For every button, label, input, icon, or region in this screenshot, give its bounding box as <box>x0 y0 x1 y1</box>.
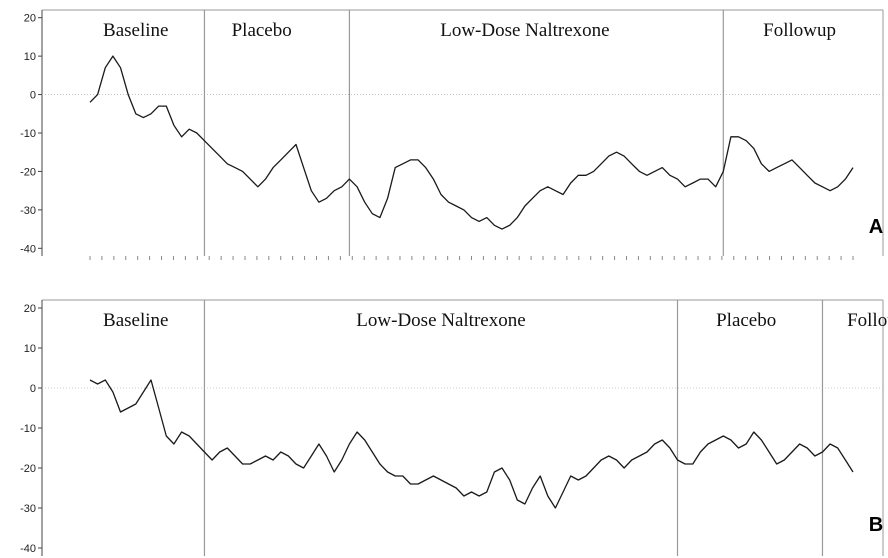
phase-label: Low-Dose Naltrexone <box>356 310 525 331</box>
y-tick-label: 10 <box>24 343 36 355</box>
phase-label: Baseline <box>103 20 168 41</box>
y-tick-label: 20 <box>24 303 36 315</box>
phase-label: Followup <box>763 20 836 41</box>
y-tick-label: -30 <box>20 205 36 217</box>
series-line <box>89 379 854 509</box>
y-tick-label: 10 <box>24 51 36 63</box>
y-tick-label: -20 <box>20 166 36 178</box>
panel-letter: A <box>869 216 883 238</box>
panel-a: 20 10 0 -10 -20 -30 -40 Baseline Placebo Low-Dose… <box>20 9 884 260</box>
y-tick-label: -10 <box>20 128 36 140</box>
panel-letter: B <box>869 514 883 536</box>
phase-label: Low-Dose Naltrexone <box>440 20 609 41</box>
panel-b: 20 10 0 -10 -20 -30 -40 Baseline Low-Dose Naltre… <box>20 299 888 556</box>
y-tick-label: -10 <box>20 423 36 435</box>
y-tick-label: -40 <box>20 243 36 255</box>
y-tick-label: 20 <box>24 13 36 25</box>
y-tick-label: 0 <box>30 383 36 395</box>
y-tick-label: 0 <box>30 90 36 102</box>
series-line <box>89 55 854 230</box>
phase-label: Placebo <box>716 310 776 331</box>
y-tick-label: -40 <box>20 543 36 555</box>
phase-label: Baseline <box>103 310 168 331</box>
phase-label: Followup <box>847 310 888 331</box>
phase-label: Placebo <box>232 20 292 41</box>
y-tick-label: -30 <box>20 503 36 515</box>
y-tick-label: -20 <box>20 463 36 475</box>
